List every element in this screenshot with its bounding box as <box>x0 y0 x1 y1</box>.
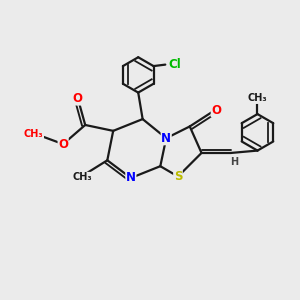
Text: Cl: Cl <box>168 58 181 71</box>
Text: CH₃: CH₃ <box>24 129 44 139</box>
Text: S: S <box>174 170 182 183</box>
Text: N: N <box>126 172 136 184</box>
Text: O: O <box>58 138 68 151</box>
Text: O: O <box>73 92 83 105</box>
Text: N: N <box>161 132 171 145</box>
Text: H: H <box>230 157 238 167</box>
Text: CH₃: CH₃ <box>73 172 92 182</box>
Text: CH₃: CH₃ <box>248 94 267 103</box>
Text: O: O <box>211 104 221 117</box>
